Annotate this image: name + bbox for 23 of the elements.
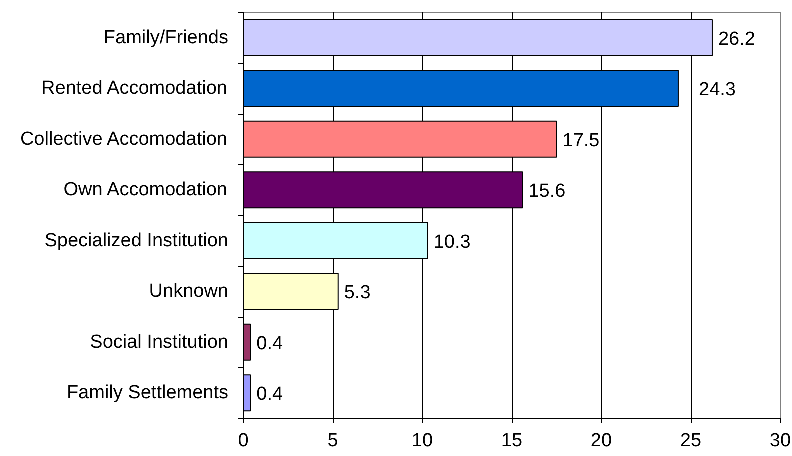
x-tick-label: 0 <box>238 430 249 452</box>
y-tick-label: Rented Accomodation <box>42 78 228 100</box>
x-tick-label: 15 <box>501 430 523 452</box>
y-tick-label: Unknown <box>149 281 229 302</box>
y-tick-label: Family Settlements <box>66 382 228 404</box>
x-tick-label: 25 <box>680 430 702 452</box>
data-label: 17.5 <box>562 130 600 152</box>
data-label: 15.6 <box>528 181 566 202</box>
data-label: 26.2 <box>718 28 756 50</box>
data-label: 5.3 <box>344 282 371 304</box>
data-label: 0.4 <box>256 333 284 354</box>
y-tick-label: Collective Accomodation <box>20 128 228 150</box>
data-label: 10.3 <box>434 232 471 253</box>
x-tick-label: 5 <box>328 430 338 452</box>
y-tick-label: Social Institution <box>90 332 229 353</box>
y-tick-label: Own Accomodation <box>64 180 228 201</box>
data-label: 0.4 <box>256 384 284 406</box>
x-tick-label: 20 <box>590 430 612 452</box>
data-label: 24.3 <box>699 80 736 101</box>
x-tick-label: 30 <box>770 430 792 452</box>
y-tick-label: Family/Friends <box>104 27 228 48</box>
x-tick-label: 10 <box>412 430 434 452</box>
y-tick-label: Specialized Institution <box>44 230 229 252</box>
